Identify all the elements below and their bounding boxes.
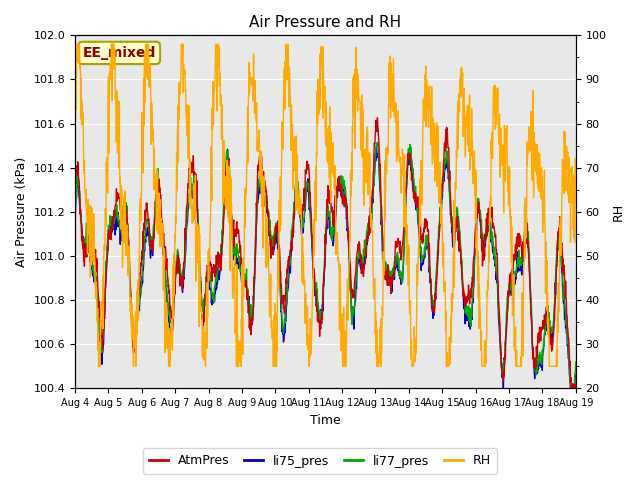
- AtmPres: [572, 382, 580, 387]
- Y-axis label: RH: RH: [612, 203, 625, 221]
- AtmPres: [403, 168, 411, 174]
- li77_pres: [572, 359, 580, 365]
- AtmPres: [170, 295, 178, 301]
- li77_pres: [182, 229, 190, 235]
- Line: RH: RH: [75, 44, 576, 366]
- Y-axis label: Air Pressure (kPa): Air Pressure (kPa): [15, 156, 28, 267]
- li75_pres: [513, 270, 520, 276]
- li77_pres: [170, 292, 178, 298]
- RH: [183, 102, 191, 108]
- RH: [95, 363, 102, 369]
- li77_pres: [513, 263, 520, 268]
- AtmPres: [513, 234, 520, 240]
- AtmPres: [71, 176, 79, 182]
- Text: EE_mixed: EE_mixed: [83, 46, 156, 60]
- li75_pres: [572, 372, 580, 378]
- X-axis label: Time: Time: [310, 414, 340, 427]
- RH: [572, 196, 580, 202]
- li75_pres: [71, 225, 79, 230]
- li75_pres: [569, 402, 577, 408]
- RH: [513, 363, 521, 369]
- RH: [72, 41, 79, 47]
- RH: [239, 255, 247, 261]
- li77_pres: [403, 169, 411, 175]
- AtmPres: [570, 406, 577, 411]
- li77_pres: [239, 274, 246, 280]
- li75_pres: [372, 144, 380, 150]
- AtmPres: [182, 207, 190, 213]
- li75_pres: [468, 302, 476, 308]
- Legend: AtmPres, li75_pres, li77_pres, RH: AtmPres, li75_pres, li77_pres, RH: [143, 448, 497, 474]
- li77_pres: [468, 294, 476, 300]
- Line: li75_pres: li75_pres: [75, 147, 576, 405]
- li75_pres: [170, 298, 178, 304]
- li77_pres: [373, 140, 381, 145]
- AtmPres: [374, 115, 381, 120]
- Line: AtmPres: AtmPres: [75, 118, 576, 408]
- li77_pres: [71, 197, 79, 203]
- RH: [469, 165, 477, 170]
- li77_pres: [570, 394, 577, 400]
- RH: [171, 232, 179, 238]
- RH: [71, 79, 79, 84]
- li75_pres: [239, 276, 246, 281]
- RH: [403, 222, 411, 228]
- li75_pres: [182, 225, 190, 231]
- AtmPres: [468, 274, 476, 280]
- AtmPres: [239, 262, 246, 267]
- li75_pres: [403, 175, 411, 181]
- Title: Air Pressure and RH: Air Pressure and RH: [250, 15, 401, 30]
- Line: li77_pres: li77_pres: [75, 143, 576, 397]
